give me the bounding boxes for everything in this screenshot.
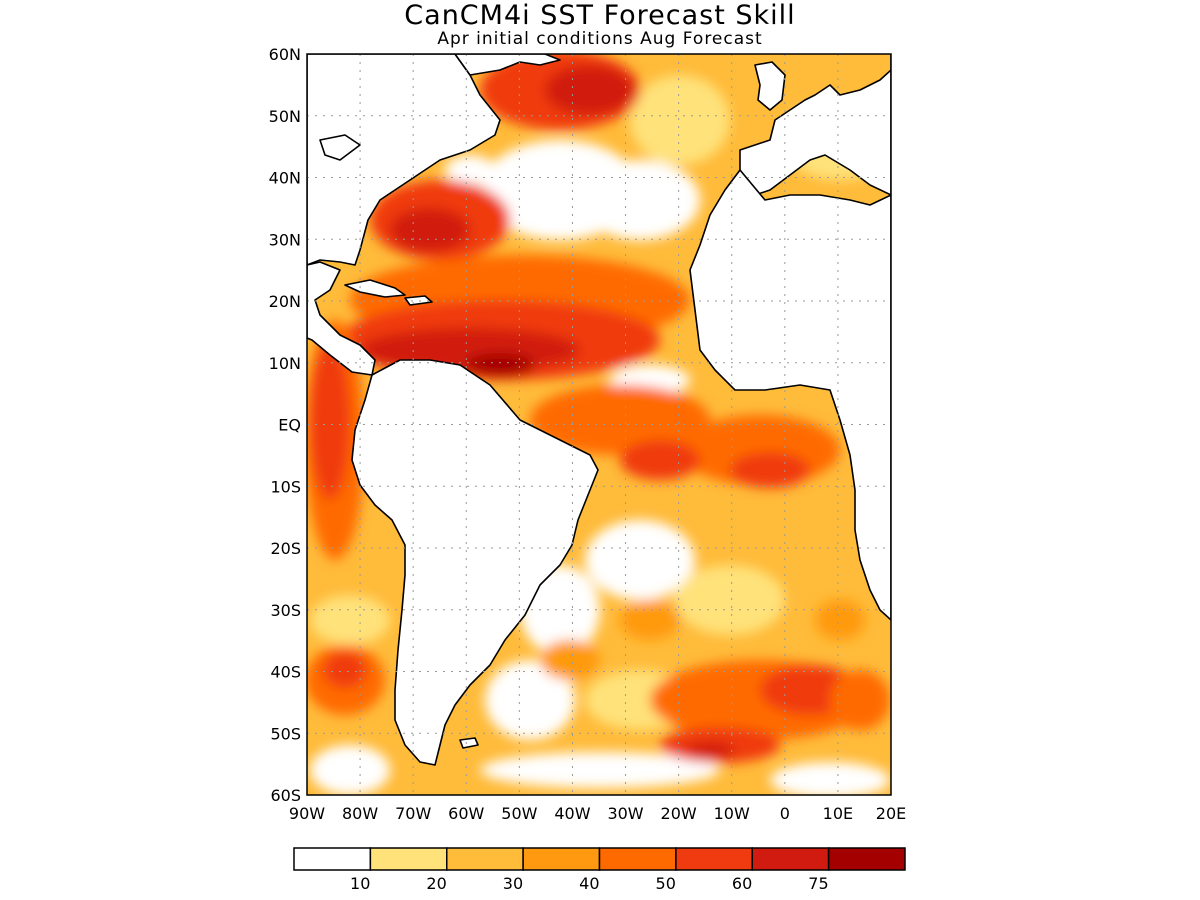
lat-tick-label: 40N	[269, 169, 301, 188]
central-america	[307, 261, 376, 376]
lon-tick-label: 90W	[289, 804, 325, 823]
lat-tick-label: 60S	[270, 786, 301, 805]
falklands	[459, 737, 479, 749]
longitude-axis: 90W 80W 70W 60W 50W 40W 30W 20W 10W 0 10E 20E	[289, 804, 906, 823]
lon-tick-label: 50W	[501, 804, 537, 823]
colorbar-swatch	[827, 847, 906, 871]
lat-tick-label: 50S	[270, 724, 301, 743]
africa	[689, 169, 891, 621]
lat-tick-label: 10N	[269, 354, 301, 373]
lon-tick-label: 10W	[714, 804, 750, 823]
lon-tick-label: 80W	[342, 804, 378, 823]
gridlines	[307, 54, 891, 795]
colorbar-swatch	[369, 847, 448, 871]
plot-frame	[306, 53, 892, 796]
cuba	[344, 279, 406, 298]
lat-tick-label: 20N	[269, 292, 301, 311]
lat-tick-label: 30S	[270, 601, 301, 620]
lat-tick-label: 10S	[270, 477, 301, 496]
lat-tick-label: EQ	[278, 416, 301, 435]
colorbar-swatch	[598, 847, 677, 871]
map-title: CanCM4i SST Forecast Skill	[404, 0, 796, 31]
lat-tick-label: 50N	[269, 107, 301, 126]
colorbar-label: 30	[503, 874, 523, 893]
lon-tick-label: 10E	[823, 804, 853, 823]
colorbar-swatch	[293, 847, 372, 871]
colorbar-label: 20	[426, 874, 446, 893]
colorbar-label: 10	[350, 874, 370, 893]
hispaniola	[404, 295, 433, 306]
lon-tick-label: 20W	[661, 804, 697, 823]
europe	[739, 54, 891, 196]
labrador	[454, 54, 561, 76]
lon-tick-label: 40W	[554, 804, 590, 823]
north-america	[307, 54, 501, 266]
map-subtitle: Apr initial conditions Aug Forecast	[437, 29, 763, 49]
colorbar-label: 40	[579, 874, 599, 893]
lat-tick-label: 40S	[270, 663, 301, 682]
british-isles	[754, 61, 786, 111]
colorbar-swatch	[446, 847, 524, 871]
lat-tick-label: 60N	[269, 45, 301, 64]
colorbar-label: 75	[808, 874, 828, 893]
lat-tick-label: 30N	[269, 230, 301, 249]
lon-tick-label: 0	[780, 804, 790, 823]
lon-tick-label: 70W	[395, 804, 431, 823]
colorbar-label: 50	[656, 874, 676, 893]
latitude-axis: 60N 50N 40N 30N 20N 10N EQ 10S 20S 30S 40S 50S 60S	[269, 45, 301, 805]
colorbar-swatch	[751, 847, 830, 871]
colorbar-swatch	[522, 847, 601, 871]
lon-tick-label: 20E	[876, 804, 906, 823]
lat-tick-label: 20S	[270, 539, 301, 558]
colorbar-swatch	[675, 847, 753, 871]
colorbar-label: 60	[732, 874, 752, 893]
colorbar-legend: 10 20 30 40 50 60 75	[293, 847, 906, 893]
great-lakes	[319, 134, 361, 161]
lon-tick-label: 60W	[448, 804, 484, 823]
lon-tick-label: 30W	[607, 804, 643, 823]
